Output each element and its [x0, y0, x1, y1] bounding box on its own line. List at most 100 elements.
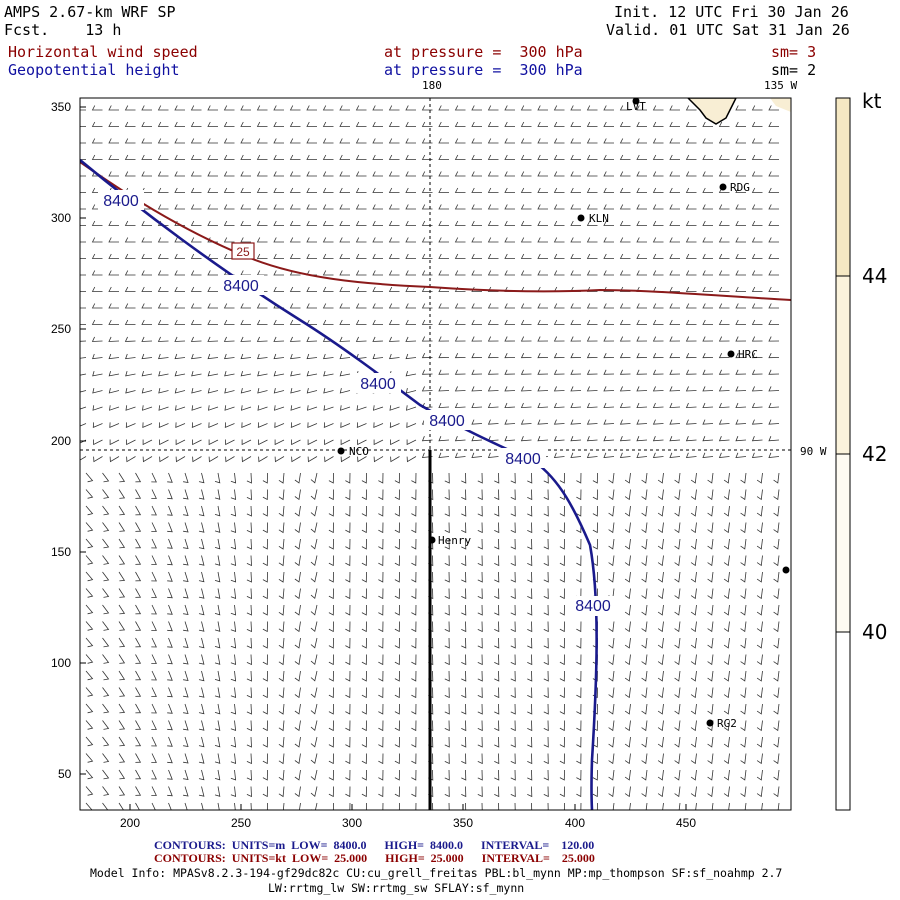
- station-nco-label: NCO: [349, 445, 369, 458]
- wind-barb: [157, 204, 169, 210]
- wind-barb: [559, 522, 565, 534]
- wind-barb: [411, 538, 417, 550]
- wind-barb: [345, 522, 351, 534]
- wind-barb: [80, 192, 86, 193]
- wind-barb: [91, 138, 103, 144]
- wind-barb: [328, 505, 334, 517]
- wind-barb: [225, 456, 235, 463]
- model-title: AMPS 2.67-km WRF SP: [4, 3, 176, 21]
- wind-barb: [641, 505, 648, 517]
- wind-barb: [438, 353, 450, 359]
- wind-barb: [85, 786, 94, 796]
- wind-barb: [224, 405, 235, 411]
- wind-barb: [85, 522, 94, 532]
- wind-barb: [438, 154, 449, 160]
- wind-barb: [345, 786, 351, 798]
- wind-barb: [559, 769, 565, 781]
- wind-barb: [685, 353, 697, 359]
- wind-barb: [394, 538, 400, 550]
- wind-barb: [756, 505, 763, 517]
- wind-barb: [674, 753, 681, 765]
- wind-barb: [324, 456, 334, 463]
- wind-barb: [230, 522, 237, 533]
- wind-barb: [246, 522, 252, 534]
- wind-barb: [619, 402, 631, 409]
- wind-barb: [641, 769, 648, 781]
- wind-barb: [718, 270, 730, 276]
- wind-barb: [246, 703, 252, 715]
- wind-barb: [559, 654, 565, 666]
- wind-barb: [603, 419, 615, 425]
- wind-barb: [109, 422, 120, 429]
- wind-barb: [669, 303, 680, 309]
- wind-barb: [586, 369, 598, 375]
- wind-barb: [240, 336, 252, 342]
- wind-barb: [411, 703, 417, 715]
- wind-barb: [690, 786, 697, 798]
- wind-barb: [256, 154, 268, 160]
- wind-barb: [389, 422, 400, 429]
- wind-barb: [310, 786, 318, 798]
- x-tick-450: 450: [676, 816, 697, 830]
- wind-barb: [537, 419, 549, 425]
- wind-barb: [192, 456, 202, 463]
- wind-barb: [471, 402, 483, 409]
- wind-barb: [388, 105, 400, 111]
- wind-barb: [498, 802, 500, 810]
- wind-barb: [702, 319, 713, 325]
- wind-barb: [108, 105, 119, 111]
- wind-barb: [246, 604, 252, 616]
- meridian-180-label: 180: [422, 79, 442, 92]
- wind-barb: [576, 472, 582, 484]
- wind-barb: [345, 505, 351, 517]
- wind-barb: [80, 423, 87, 427]
- wind-barb: [141, 270, 152, 276]
- wind-barb: [378, 522, 384, 534]
- wind-barb: [310, 621, 318, 633]
- wind-barb: [757, 802, 763, 810]
- wind-barb: [619, 319, 631, 325]
- wind-barb: [394, 522, 400, 534]
- wind-barb: [520, 369, 532, 375]
- wind-barb: [608, 555, 615, 567]
- wind-barb: [167, 505, 173, 516]
- wind-barb: [198, 637, 205, 649]
- wind-barb: [240, 105, 251, 111]
- wind-barb: [657, 769, 664, 781]
- wind-barb: [520, 105, 532, 111]
- wind-barb: [559, 604, 565, 616]
- wind-barb: [586, 452, 598, 458]
- wind-barb: [735, 105, 746, 111]
- wind-barb: [543, 786, 549, 798]
- wind-barb: [108, 253, 119, 259]
- wind-barb: [421, 138, 433, 144]
- wind-barb: [125, 405, 136, 411]
- wind-barb: [91, 253, 103, 259]
- wind-barb: [740, 703, 747, 715]
- wind-barb: [641, 703, 648, 715]
- wind-barb: [527, 555, 533, 567]
- wind-barb: [674, 571, 681, 583]
- wind-barb: [310, 802, 318, 810]
- wind-barb: [773, 637, 780, 649]
- wind-barb: [372, 286, 383, 292]
- wind-barb: [657, 571, 664, 583]
- wind-barb: [718, 419, 730, 425]
- wind-barb: [756, 687, 763, 699]
- wind-barb: [108, 220, 119, 226]
- wind-barb: [85, 505, 94, 516]
- wind-barb: [685, 220, 697, 226]
- wind-barb: [183, 654, 189, 665]
- wind-barb: [190, 270, 202, 276]
- wind-barb: [510, 604, 516, 616]
- wind-barb: [91, 154, 103, 160]
- model-info-physics: LW:rrtmg_lw SW:rrtmg_sw SFLAY:sf_mynn: [268, 881, 525, 895]
- station-lvt-dot: [632, 97, 640, 105]
- wind-barb: [756, 571, 763, 583]
- wind-barb: [735, 121, 746, 127]
- wind-barb: [559, 637, 565, 649]
- wind-barb: [718, 237, 730, 243]
- wind-barb: [214, 753, 221, 764]
- meridian-90w-label: 90 W: [800, 445, 827, 458]
- wind-barb: [608, 670, 615, 682]
